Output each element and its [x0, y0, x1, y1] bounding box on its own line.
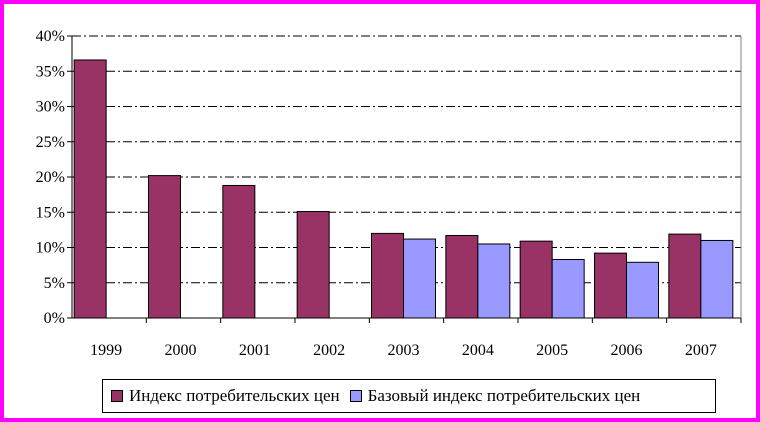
y-tick-label: 5%: [44, 275, 65, 292]
bar-core-cpi-2007: [700, 239, 734, 319]
legend-label-core-cpi: Базовый индекс потребительских цен: [367, 386, 641, 405]
x-tick-label: 2006: [611, 342, 643, 359]
bars: [73, 59, 734, 319]
y-tick-label: 40%: [36, 28, 65, 45]
bar-cpi-2002: [296, 211, 330, 319]
bar-core-cpi-2004: [477, 243, 511, 319]
bar-cpi-2000: [148, 175, 181, 319]
y-tick-label: 15%: [36, 204, 65, 221]
bar-cpi-2003: [371, 232, 404, 319]
legend-item-core-cpi: Базовый индекс потребительских цен: [349, 386, 641, 406]
bar-core-cpi-2006: [626, 261, 659, 319]
bar-cpi-2006: [594, 252, 627, 319]
x-tick-label: 2001: [239, 342, 271, 359]
y-tick-label: 30%: [36, 99, 65, 116]
x-tick-label: 2005: [536, 342, 568, 359]
x-tick-label: 2007: [685, 342, 717, 359]
x-tick-label: 2000: [165, 342, 197, 359]
y-tick-label: 0%: [44, 310, 65, 327]
bar-cpi-2007: [668, 233, 702, 319]
legend-swatch-cpi: [111, 390, 123, 402]
bar-core-cpi-2003: [403, 238, 436, 319]
bar-cpi-2004: [445, 235, 479, 319]
y-tick-label: 25%: [36, 134, 65, 151]
bar-core-cpi-2005: [551, 258, 585, 319]
legend-item-cpi: Индекс потребительских цен: [111, 386, 340, 406]
y-tick-label: 20%: [36, 169, 65, 186]
bar-cpi-2005: [519, 240, 553, 319]
y-tick-label: 10%: [36, 240, 65, 257]
legend-label-cpi: Индекс потребительских цен: [129, 386, 340, 405]
x-tick-label: 2003: [388, 342, 420, 359]
legend: Индекс потребительских цен Базовый индек…: [102, 379, 716, 413]
bar-cpi-1999: [73, 59, 107, 319]
x-tick-label: 2004: [462, 342, 494, 359]
x-tick-label: 1999: [90, 342, 122, 359]
bar-cpi-2001: [222, 184, 256, 319]
bar-chart: 0% 5% 10% 15% 20% 25% 30% 35% 40% 1999 2000 2001 20…: [36, 28, 742, 359]
x-tick-label: 2002: [313, 342, 345, 359]
y-tick-labels: 0% 5% 10% 15% 20% 25% 30% 35% 40%: [36, 28, 65, 327]
x-tick-labels: 1999 2000 2001 2002 2003 2004 2005 2006 2007: [90, 342, 717, 359]
legend-swatch-core-cpi: [349, 390, 362, 402]
axes: [67, 35, 742, 323]
y-tick-label: 35%: [36, 63, 65, 80]
